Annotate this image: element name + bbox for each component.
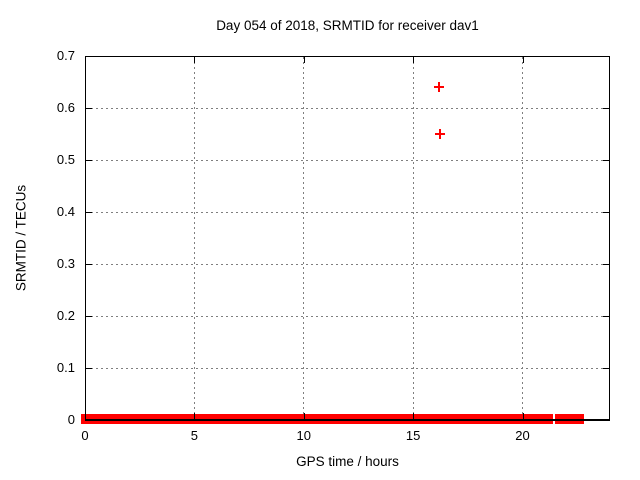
x-tick-label: 5 (190, 428, 198, 443)
y-tick-right (603, 368, 609, 369)
x-tick-bottom (413, 413, 415, 419)
x-tick-top (413, 57, 415, 63)
y-gridline (86, 315, 609, 317)
x-gridline (303, 57, 305, 419)
x-gridline (412, 57, 414, 419)
x-tick-bottom (194, 413, 196, 419)
y-tick-left (86, 264, 92, 265)
y-gridline (86, 367, 609, 369)
x-tick-label: 0 (81, 428, 89, 443)
y-tick-left (86, 368, 92, 369)
y-tick-right (603, 56, 609, 57)
y-gridline (86, 211, 609, 213)
y-gridline (86, 159, 609, 161)
x-tick-top (85, 57, 86, 63)
x-axis-label: GPS time / hours (296, 454, 399, 469)
y-tick-label: 0.2 (56, 308, 75, 323)
y-tick-right (603, 108, 609, 109)
y-tick-label: 0.5 (56, 152, 75, 167)
y-tick-label: 0.3 (56, 256, 75, 271)
y-tick-right (603, 212, 609, 213)
y-tick-left (86, 108, 92, 109)
y-tick-right (603, 160, 609, 161)
y-tick-left (86, 212, 92, 213)
x-axis-line (85, 419, 610, 421)
x-gridline (193, 57, 195, 419)
x-tick-top (194, 57, 196, 63)
x-tick-label: 10 (296, 428, 311, 443)
x-tick-bottom (303, 413, 305, 419)
y-tick-right (603, 264, 609, 265)
y-tick-left (86, 160, 92, 161)
x-tick-label: 20 (515, 428, 530, 443)
x-tick-label: 15 (405, 428, 421, 443)
y-tick-right (603, 316, 609, 317)
y-tick-label: 0 (67, 412, 75, 427)
y-gridline (86, 263, 609, 265)
y-tick-label: 0.7 (56, 48, 75, 63)
x-tick-bottom (522, 413, 524, 419)
y-tick-label: 0.4 (56, 204, 75, 219)
y-tick-label: 0.1 (56, 360, 75, 375)
x-gridline (522, 57, 523, 419)
plus-marker-horizontal (435, 133, 446, 135)
x-tick-top (522, 57, 524, 63)
y-tick-left (86, 56, 92, 57)
chart-title: Day 054 of 2018, SRMTID for receiver dav… (216, 18, 479, 33)
x-tick-top (303, 57, 305, 63)
y-tick-left (86, 316, 92, 317)
y-gridline (86, 107, 609, 109)
plus-marker-horizontal (434, 86, 445, 89)
y-tick-label: 0.6 (56, 100, 75, 115)
